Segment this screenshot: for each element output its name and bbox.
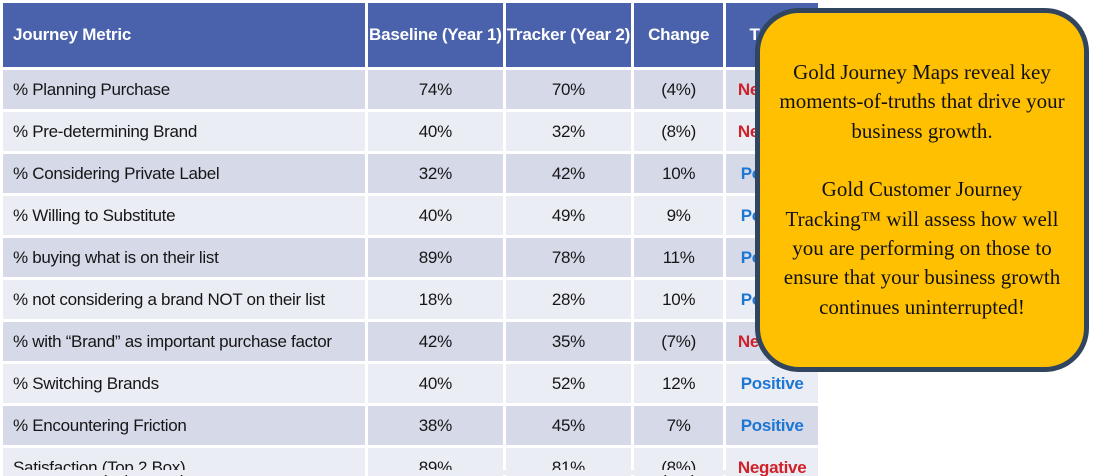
baseline-cell: 40%: [368, 196, 503, 235]
change-cell: 10%: [634, 154, 724, 193]
tracker-cell: 70%: [505, 70, 632, 109]
trend-cell: Positive: [726, 406, 819, 445]
callout-paragraph-2: Gold Customer Journey Tracking™ will ass…: [783, 177, 1061, 319]
metric-cell: % Considering Private Label: [3, 154, 365, 193]
table-row: % Planning Purchase 74% 70% (4%) Negativ…: [3, 70, 819, 109]
metric-cell: % Switching Brands: [3, 364, 365, 403]
baseline-cell: 32%: [368, 154, 503, 193]
change-cell: 7%: [634, 406, 724, 445]
metric-cell: % not considering a brand NOT on their l…: [3, 280, 365, 319]
metric-cell: % Pre-determining Brand: [3, 112, 365, 151]
partial-row-segment: [645, 470, 737, 475]
col-header-tracker: Tracker (Year 2): [505, 3, 632, 67]
baseline-cell: 74%: [368, 70, 503, 109]
baseline-cell: 18%: [368, 280, 503, 319]
metric-cell: % with “Brand” as important purchase fac…: [3, 322, 365, 361]
tracker-cell: 35%: [505, 322, 632, 361]
change-cell: (4%): [634, 70, 724, 109]
table-row: % Encountering Friction 38% 45% 7% Posit…: [3, 406, 819, 445]
partial-row-segment: [368, 470, 458, 475]
change-cell: (7%): [634, 322, 724, 361]
metric-cell: % Willing to Substitute: [3, 196, 365, 235]
tracker-cell: 52%: [505, 364, 632, 403]
table-row: % Pre-determining Brand 40% 32% (8%) Neg…: [3, 112, 819, 151]
table-row: % Switching Brands 40% 52% 12% Positive: [3, 364, 819, 403]
table-row: % Considering Private Label 32% 42% 10% …: [3, 154, 819, 193]
tracker-cell: 28%: [505, 280, 632, 319]
tracker-cell: 78%: [505, 238, 632, 277]
metric-cell: % Encountering Friction: [3, 406, 365, 445]
table-header-row: Journey Metric Baseline (Year 1) Tracker…: [3, 3, 819, 67]
col-header-baseline: Baseline (Year 1): [368, 3, 503, 67]
table-row: % Willing to Substitute 40% 49% 9% Posit…: [3, 196, 819, 235]
table-row: % buying what is on their list 89% 78% 1…: [3, 238, 819, 277]
change-cell: 10%: [634, 280, 724, 319]
change-cell: (8%): [634, 112, 724, 151]
baseline-cell: 40%: [368, 364, 503, 403]
journey-metrics-table: Journey Metric Baseline (Year 1) Tracker…: [3, 3, 819, 476]
tracker-cell: 42%: [505, 154, 632, 193]
baseline-cell: 38%: [368, 406, 503, 445]
col-header-journey-metric: Journey Metric: [3, 3, 365, 67]
callout-paragraph-1: Gold Journey Maps reveal key moments-of-…: [779, 59, 1065, 143]
baseline-cell: 40%: [368, 112, 503, 151]
change-cell: 9%: [634, 196, 724, 235]
tracker-cell: 32%: [505, 112, 632, 151]
metric-cell: % buying what is on their list: [3, 238, 365, 277]
trend-cell: Negative: [726, 448, 819, 476]
baseline-cell: 89%: [368, 238, 503, 277]
change-cell: 11%: [634, 238, 724, 277]
change-cell: 12%: [634, 364, 724, 403]
table-row: % with “Brand” as important purchase fac…: [3, 322, 819, 361]
col-header-change: Change: [634, 3, 724, 67]
partial-row-segment: [461, 470, 550, 475]
tracker-cell: 45%: [505, 406, 632, 445]
baseline-cell: 42%: [368, 322, 503, 361]
partial-row-segment: [3, 470, 365, 475]
table-row: % not considering a brand NOT on their l…: [3, 280, 819, 319]
metric-cell: % Planning Purchase: [3, 70, 365, 109]
tracker-cell: 49%: [505, 196, 632, 235]
gold-callout-box: Gold Journey Maps reveal key moments-of-…: [755, 8, 1089, 372]
partial-row-segment: [553, 470, 642, 475]
table-partial-next-row: [3, 470, 737, 475]
